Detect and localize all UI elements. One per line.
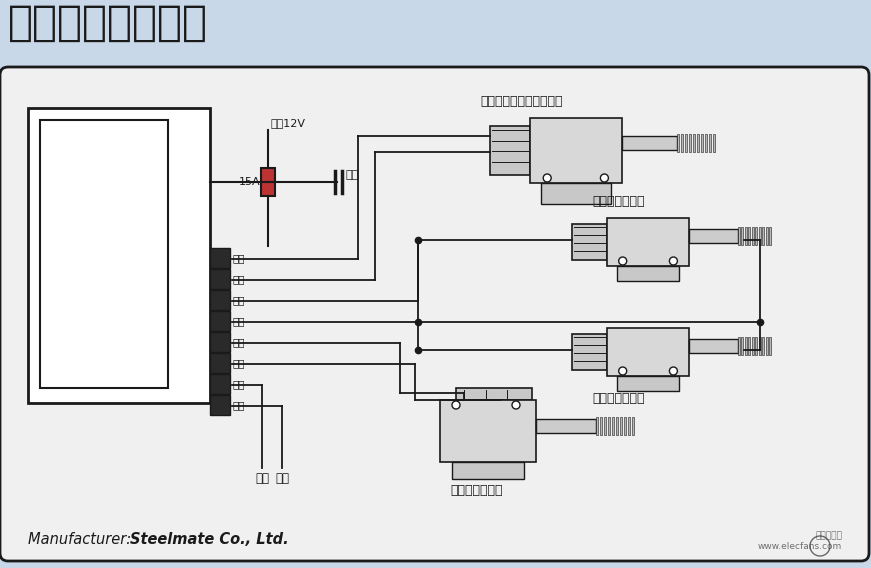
Bar <box>709 133 711 152</box>
Circle shape <box>544 174 551 182</box>
Bar <box>572 334 607 370</box>
Bar <box>766 337 767 355</box>
Bar <box>762 337 764 355</box>
Bar <box>766 227 767 245</box>
Bar <box>456 387 532 400</box>
Bar <box>689 339 738 353</box>
Bar <box>755 227 757 245</box>
Bar <box>210 290 230 310</box>
Text: 电子发烧友: 电子发烧友 <box>815 531 842 540</box>
Text: 白色: 白色 <box>232 400 245 411</box>
Bar <box>620 417 622 435</box>
Bar <box>617 266 679 281</box>
Bar <box>752 337 753 355</box>
Text: www.elecfans.com: www.elecfans.com <box>758 542 842 551</box>
Bar <box>572 224 607 260</box>
Bar <box>596 417 598 435</box>
Bar <box>440 400 536 462</box>
Bar <box>210 311 230 331</box>
Text: Manufacturer:: Manufacturer: <box>28 532 136 547</box>
Bar <box>762 227 764 245</box>
Bar <box>759 337 760 355</box>
Bar <box>769 337 771 355</box>
Bar <box>632 417 634 435</box>
Circle shape <box>618 367 627 375</box>
Bar <box>745 337 746 355</box>
Bar <box>624 417 626 435</box>
Bar <box>28 108 210 403</box>
Bar <box>689 229 738 243</box>
Bar <box>741 227 743 245</box>
Bar <box>741 337 743 355</box>
Text: 开锁: 开锁 <box>255 472 269 485</box>
Bar <box>490 126 530 174</box>
Bar <box>261 168 275 196</box>
Text: 启动器马达及开关驱动边: 启动器马达及开关驱动边 <box>480 95 563 108</box>
Circle shape <box>670 367 678 375</box>
Text: Steelmate Co., Ltd.: Steelmate Co., Ltd. <box>130 532 288 547</box>
Bar <box>210 374 230 394</box>
Bar <box>681 133 683 152</box>
Bar <box>692 133 695 152</box>
Bar <box>607 218 689 266</box>
Bar <box>608 417 610 435</box>
Bar <box>755 337 757 355</box>
Bar <box>210 353 230 373</box>
Text: 黑色: 黑色 <box>232 274 245 285</box>
Bar <box>612 417 614 435</box>
Bar <box>40 120 168 388</box>
Circle shape <box>618 257 627 265</box>
Text: 接地: 接地 <box>345 170 358 180</box>
Bar <box>748 227 750 245</box>
Circle shape <box>600 174 609 182</box>
Bar <box>745 227 746 245</box>
Bar <box>530 118 622 183</box>
Text: 启动器马达后门: 启动器马达后门 <box>592 392 645 405</box>
Text: 15A: 15A <box>239 177 260 187</box>
Bar <box>536 419 596 433</box>
Text: 启动器马达前门: 启动器马达前门 <box>450 484 503 497</box>
Text: 红色: 红色 <box>232 253 245 264</box>
Bar <box>210 332 230 352</box>
FancyBboxPatch shape <box>0 67 869 561</box>
Text: 启动器马达后门: 启动器马达后门 <box>592 195 645 208</box>
Bar <box>685 133 687 152</box>
Circle shape <box>512 401 520 409</box>
Bar <box>541 183 611 204</box>
Bar <box>210 248 230 268</box>
Bar <box>738 227 739 245</box>
Bar <box>452 462 524 479</box>
Bar <box>600 417 602 435</box>
Text: 蓝色: 蓝色 <box>232 316 245 327</box>
Bar <box>689 133 691 152</box>
Bar <box>210 269 230 289</box>
Text: 绿色: 绿色 <box>232 295 245 306</box>
Circle shape <box>452 401 460 409</box>
Bar <box>748 337 750 355</box>
Bar <box>752 227 753 245</box>
Bar <box>712 133 714 152</box>
Text: 中控锁接线示意图: 中控锁接线示意图 <box>8 2 208 44</box>
Circle shape <box>670 257 678 265</box>
Bar <box>705 133 706 152</box>
Bar <box>604 417 606 435</box>
Bar <box>701 133 703 152</box>
Bar <box>622 136 677 150</box>
Text: 关锁: 关锁 <box>275 472 289 485</box>
Bar <box>677 133 679 152</box>
Bar <box>759 227 760 245</box>
Bar <box>738 337 739 355</box>
Bar <box>607 328 689 376</box>
Bar <box>210 395 230 415</box>
Bar <box>628 417 630 435</box>
Text: 橙色: 橙色 <box>232 337 245 348</box>
Bar <box>617 376 679 391</box>
Text: 电池12V: 电池12V <box>270 118 305 128</box>
Bar <box>616 417 618 435</box>
Bar <box>769 227 771 245</box>
Text: 白色: 白色 <box>232 358 245 369</box>
Bar <box>697 133 699 152</box>
Text: 橙色: 橙色 <box>232 379 245 390</box>
